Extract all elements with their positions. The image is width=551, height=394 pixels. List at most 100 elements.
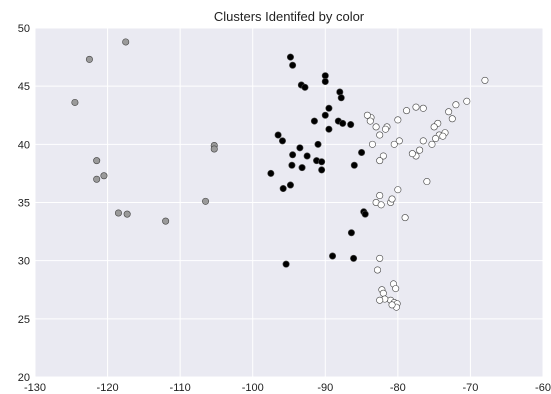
scatter-point-cluster-2 <box>286 181 294 189</box>
scatter-point-cluster-2 <box>278 137 286 145</box>
scatter-point-cluster-3 <box>392 285 400 293</box>
scatter-point-cluster-3 <box>445 108 453 116</box>
scatter-point-cluster-3 <box>382 125 390 133</box>
scatter-point-cluster-3 <box>372 123 380 131</box>
scatter-point-cluster-2 <box>267 169 275 177</box>
grid-lines <box>34 27 544 378</box>
scatter-point-cluster-3 <box>432 135 440 143</box>
scatter-point-cluster-2 <box>296 144 304 152</box>
scatter-point-cluster-3 <box>368 140 376 148</box>
scatter-point-cluster-2 <box>321 78 329 86</box>
scatter-point-cluster-3 <box>388 301 396 309</box>
scatter-point-cluster-2 <box>318 166 326 174</box>
x-tick-label: -110 <box>170 382 191 394</box>
scatter-point-cluster-2 <box>301 83 309 91</box>
scatter-point-cluster-2 <box>358 148 366 156</box>
scatter-point-cluster-3 <box>363 111 371 119</box>
scatter-point-cluster-2 <box>298 164 306 172</box>
scatter-point-cluster-2 <box>314 140 322 148</box>
scatter-point-cluster-2 <box>321 72 329 80</box>
chart-title: Clusters Identifed by color <box>214 9 365 24</box>
scatter-point-cluster-3 <box>430 123 438 131</box>
scatter-point-cluster-2 <box>361 210 369 218</box>
scatter-point-cluster-3 <box>403 107 411 115</box>
scatter-point-cluster-3 <box>376 192 384 200</box>
scatter-point-cluster-1 <box>123 210 131 218</box>
scatter-point-cluster-2 <box>350 161 358 169</box>
scatter-point-cluster-2 <box>286 53 294 61</box>
scatter-point-cluster-2 <box>329 252 337 260</box>
scatter-point-cluster-3 <box>374 266 382 274</box>
y-tick-label: 50 <box>18 23 30 35</box>
y-tick-label: 30 <box>18 256 30 268</box>
scatter-point-cluster-2 <box>336 88 344 96</box>
scatter-point-cluster-1 <box>71 98 79 106</box>
scatter-point-cluster-2 <box>318 158 326 166</box>
x-axis-ticks: -130 -120 -110 -100 -90 -80 -70 -60 <box>24 382 551 394</box>
scatter-point-cluster-2 <box>303 152 311 160</box>
scatter-point-cluster-3 <box>448 115 456 123</box>
x-tick-label: -90 <box>317 382 333 394</box>
scatter-point-cluster-2 <box>339 119 347 127</box>
scatter-point-cluster-3 <box>394 186 402 194</box>
y-axis-ticks: 20 25 30 35 40 45 50 <box>18 23 30 384</box>
scatter-point-cluster-3 <box>376 157 384 165</box>
scatter-point-cluster-2 <box>282 260 290 268</box>
scatter-point-cluster-3 <box>439 132 447 140</box>
x-tick-label: -80 <box>390 382 406 394</box>
scatter-point-cluster-3 <box>390 140 398 148</box>
scatter-point-cluster-3 <box>428 140 436 148</box>
scatter-point-cluster-1 <box>210 145 218 153</box>
scatter-point-cluster-1 <box>93 157 101 165</box>
scatter-point-cluster-2 <box>289 61 297 69</box>
x-tick-label: -60 <box>535 382 551 394</box>
scatter-point-cluster-3 <box>395 137 403 145</box>
scatter-point-cluster-3 <box>376 131 384 139</box>
scatter-point-cluster-2 <box>347 229 355 237</box>
y-tick-label: 40 <box>18 139 30 151</box>
scatter-point-cluster-3 <box>388 195 396 203</box>
scatter-point-cluster-3 <box>401 214 409 222</box>
scatter-point-cluster-1 <box>114 209 122 217</box>
scatter-point-cluster-3 <box>419 137 427 145</box>
scatter-point-cluster-2 <box>289 151 297 159</box>
scatter-point-cluster-3 <box>408 150 416 158</box>
x-tick-label: -120 <box>97 382 119 394</box>
scatter-point-cluster-2 <box>321 111 329 119</box>
scatter-point-cluster-3 <box>412 103 420 111</box>
y-tick-label: 20 <box>18 372 30 384</box>
scatter-point-cluster-1 <box>93 175 101 183</box>
y-tick-label: 25 <box>18 314 30 326</box>
scatter-point-cluster-3 <box>376 296 384 304</box>
scatter-point-cluster-2 <box>347 121 355 129</box>
scatter-point-cluster-2 <box>279 185 287 193</box>
scatter-point-cluster-3 <box>452 101 460 109</box>
data-points <box>71 38 489 311</box>
scatter-point-cluster-1 <box>162 217 170 225</box>
scatter-point-cluster-2 <box>310 117 318 125</box>
scatter-point-cluster-2 <box>288 161 296 169</box>
scatter-point-cluster-3 <box>376 254 384 262</box>
scatter-point-cluster-3 <box>377 201 385 209</box>
x-tick-label: -70 <box>462 382 478 394</box>
scatter-point-cluster-3 <box>366 117 374 125</box>
scatter-point-cluster-1 <box>100 172 108 180</box>
scatter-point-cluster-2 <box>325 125 333 133</box>
scatter-point-cluster-3 <box>463 97 471 105</box>
scatter-point-cluster-3 <box>379 152 387 160</box>
scatter-point-cluster-2 <box>350 254 358 262</box>
scatter-point-cluster-1 <box>122 38 130 46</box>
scatter-point-cluster-3 <box>416 146 424 154</box>
scatter-point-cluster-3 <box>379 289 387 297</box>
scatter-point-cluster-3 <box>423 178 431 186</box>
scatter-point-cluster-2 <box>337 94 345 102</box>
y-tick-label: 35 <box>18 198 30 210</box>
scatter-point-cluster-3 <box>394 116 402 124</box>
scatter-point-cluster-2 <box>325 104 333 112</box>
scatter-point-cluster-3 <box>419 104 427 112</box>
y-tick-label: 45 <box>18 81 30 93</box>
scatter-point-cluster-1 <box>202 197 210 205</box>
scatter-point-cluster-2 <box>274 131 282 139</box>
